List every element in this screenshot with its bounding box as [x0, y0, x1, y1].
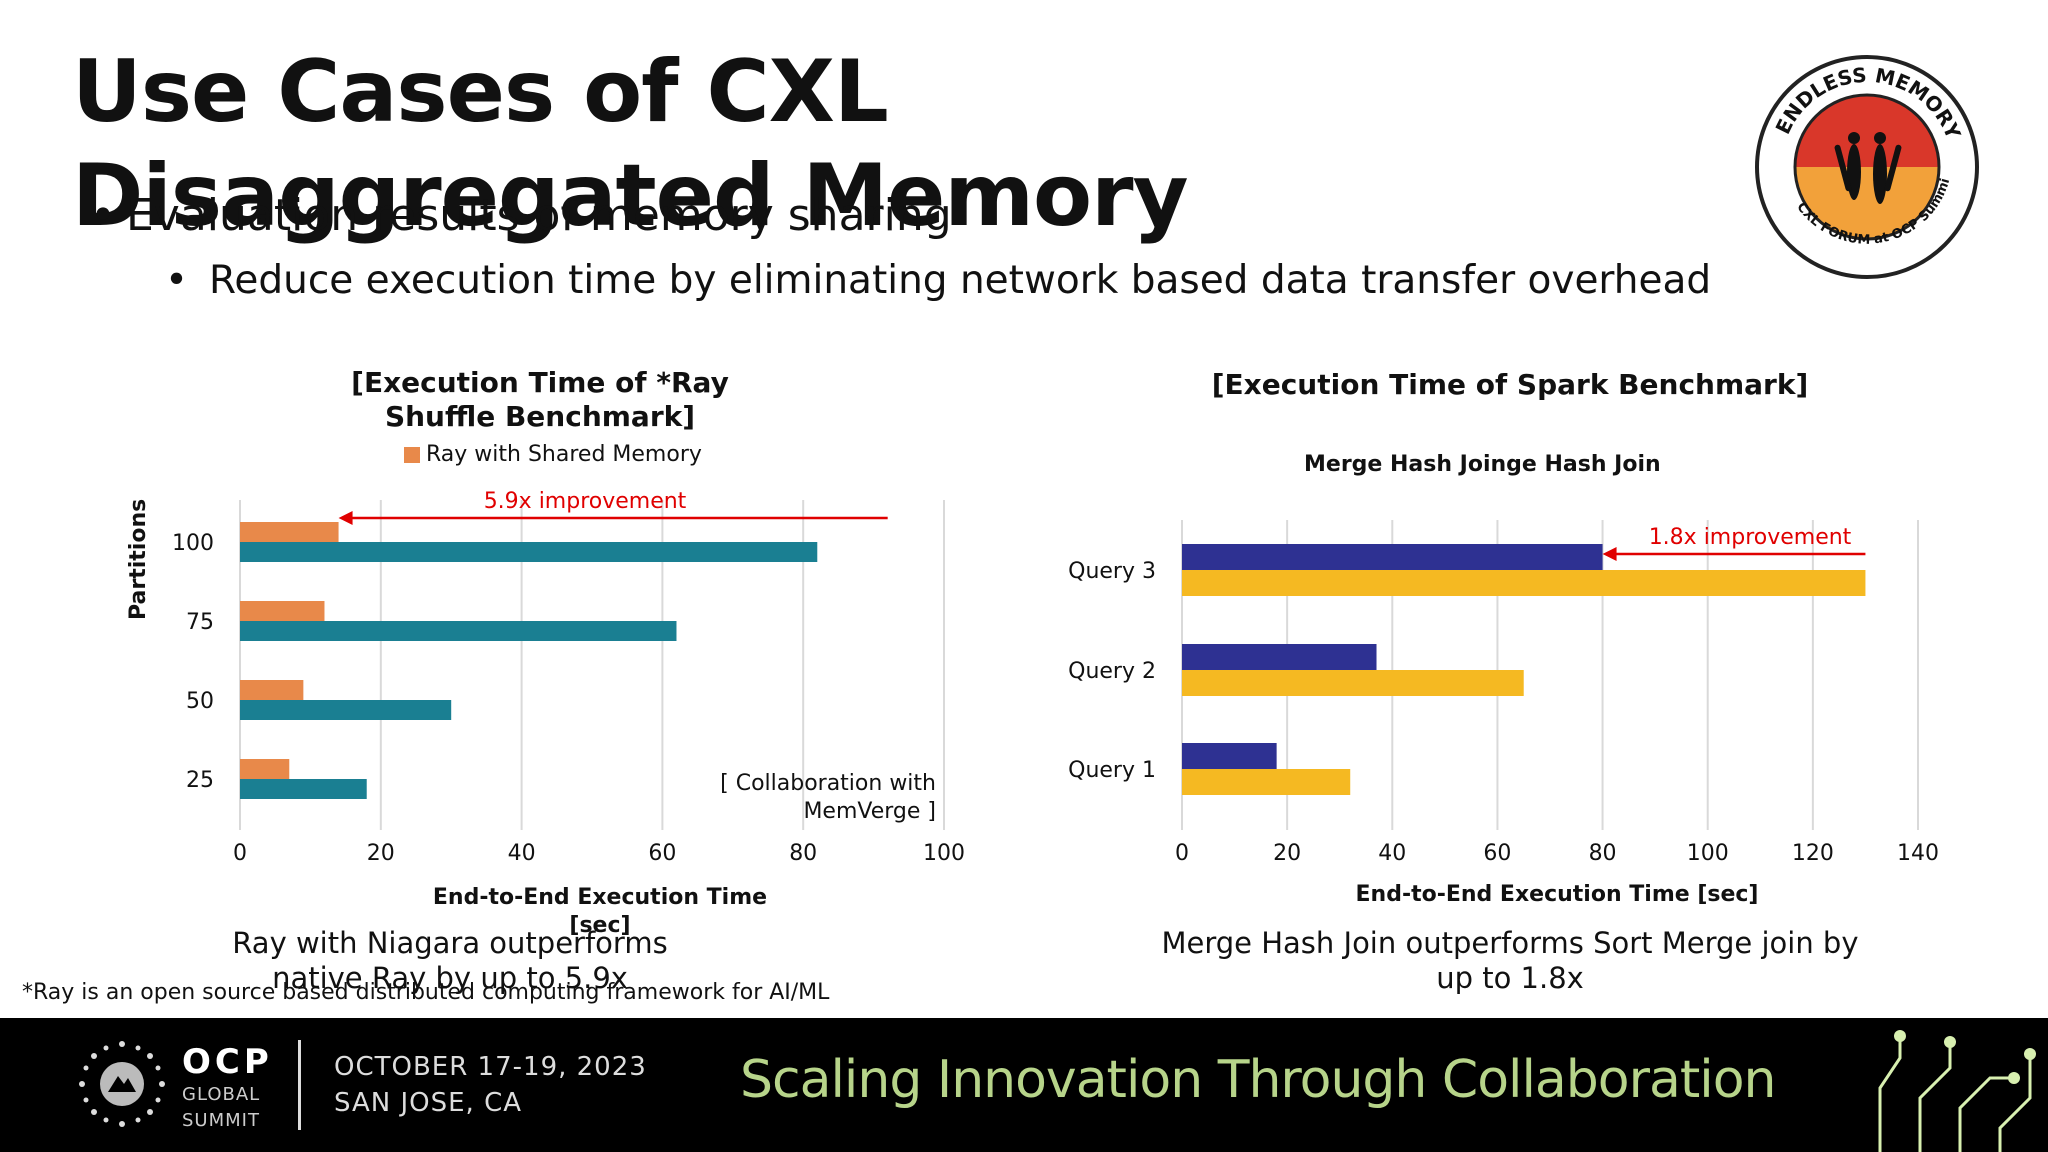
left-chart-x-tick-label: 60 — [648, 841, 676, 866]
right-chart-bar — [1182, 670, 1524, 696]
left-chart-x-tick-label: 40 — [508, 841, 536, 866]
right-chart-x-tick-label: 80 — [1589, 841, 1617, 866]
left-legend-swatch — [404, 446, 420, 463]
right-chart-annotation-label: 1.8x improvement — [1649, 525, 1852, 550]
left-chart-category-label: 50 — [186, 689, 214, 714]
right-chart-bar — [1182, 544, 1603, 570]
right-chart: 0 20 40 60 80 100 120 140 Query 3 Query 2 Query 1 1… — [1068, 520, 1939, 866]
bullet-evaluation-text: Evaluation results of memory sharing — [126, 190, 952, 241]
left-chart-category-label: 75 — [186, 610, 214, 635]
bullet-reduce-text: Reduce execution time by eliminating net… — [209, 258, 1712, 303]
right-chart-x-tick-label: 20 — [1273, 841, 1301, 866]
bullet-reduce: • Reduce execution time by eliminating ne… — [165, 256, 1711, 306]
left-chart-bar — [240, 542, 818, 562]
right-legend-label: Merge Hash Joinge Hash Join — [1304, 452, 1661, 477]
left-legend-label: Ray with Shared Memory — [426, 442, 702, 467]
left-chart-x-tick-label: 80 — [789, 841, 817, 866]
footnote: *Ray is an open source based distributed… — [22, 980, 830, 1005]
right-chart-x-tick-label: 0 — [1175, 841, 1189, 866]
right-chart-title: [Execution Time of Spark Benchmark] — [1211, 368, 1809, 401]
left-chart-category-label: 25 — [186, 768, 214, 793]
circuit-decoration-icon — [1878, 1030, 2036, 1152]
footer-tagline: Scaling Innovation Through Collaboration — [740, 1050, 1776, 1110]
left-summary: Ray with Niagara outperforms native Ray … — [232, 926, 668, 995]
bullet-glyph: • — [90, 190, 116, 241]
left-chart-bar — [240, 621, 677, 641]
left-y-axis-label: Partitions — [126, 498, 151, 620]
right-chart-bar — [1182, 570, 1866, 596]
right-chart-category-label: Query 1 — [1068, 758, 1156, 783]
left-chart-bar — [240, 759, 290, 779]
right-chart-bar — [1182, 769, 1351, 795]
right-chart-x-tick-label: 100 — [1687, 841, 1729, 866]
collaboration-note: [ Collaboration with MemVerge ] — [720, 771, 936, 824]
footer-location: SAN JOSE, CA — [334, 1088, 523, 1118]
footer-brand: OCP — [182, 1042, 273, 1082]
left-chart-title: [Execution Time of *Ray Shuffle Benchmar… — [351, 366, 729, 433]
left-chart-annotation-label: 5.9x improvement — [484, 489, 687, 514]
left-chart-bar — [240, 601, 325, 621]
footer-brand-sub1: GLOBAL — [182, 1084, 261, 1105]
left-chart-x-tick-label: 100 — [923, 841, 965, 866]
left-chart-category-label: 100 — [172, 531, 214, 556]
endless-memory-logo: ENDLESS MEMORY CXL FORUM at OCP Summit — [1752, 52, 1979, 279]
footer-divider — [298, 1040, 301, 1130]
right-chart-x-tick-label: 40 — [1378, 841, 1406, 866]
right-chart-bar — [1182, 743, 1277, 769]
footer-brand-sub2: SUMMIT — [182, 1110, 260, 1131]
right-chart-bar — [1182, 644, 1377, 670]
right-x-axis-label: End-to-End Execution Time [sec] — [1355, 882, 1759, 907]
left-chart-bar — [240, 779, 367, 799]
left-chart-x-tick-label: 0 — [233, 841, 247, 866]
right-chart-x-tick-label: 120 — [1792, 841, 1834, 866]
right-chart-annotation-arrowhead — [1602, 547, 1617, 561]
left-chart-annotation-arrowhead — [338, 511, 353, 525]
left-chart-bar — [240, 700, 452, 720]
left-chart: 0 20 40 60 80 100 100 75 50 25 5.9x improvement — [172, 489, 965, 866]
right-summary: Merge Hash Join outperforms Sort Merge j… — [1161, 926, 1859, 995]
left-chart-bar — [240, 522, 339, 542]
right-chart-category-label: Query 2 — [1068, 659, 1156, 684]
right-chart-category-label: Query 3 — [1068, 559, 1156, 584]
footer-date: OCTOBER 17-19, 2023 — [334, 1052, 647, 1082]
right-chart-x-tick-label: 60 — [1483, 841, 1511, 866]
bullet-evaluation: • Evaluation results of memory sharing — [90, 188, 952, 244]
footer-banner: OCP GLOBAL SUMMIT OCTOBER 17-19, 2023 SA… — [0, 1018, 2048, 1152]
left-legend: Ray with Shared Memory — [404, 442, 702, 467]
right-chart-x-tick-label: 140 — [1897, 841, 1939, 866]
left-chart-x-tick-label: 20 — [367, 841, 395, 866]
left-chart-bar — [240, 680, 304, 700]
sub-bullet-glyph: • — [165, 258, 189, 303]
left-x-axis-label: End-to-End Execution Time [sec] — [432, 885, 768, 938]
ocp-globe-icon — [79, 1041, 165, 1127]
slide-title: Use Cases of CXL Disaggregated Memory — [72, 42, 1189, 246]
